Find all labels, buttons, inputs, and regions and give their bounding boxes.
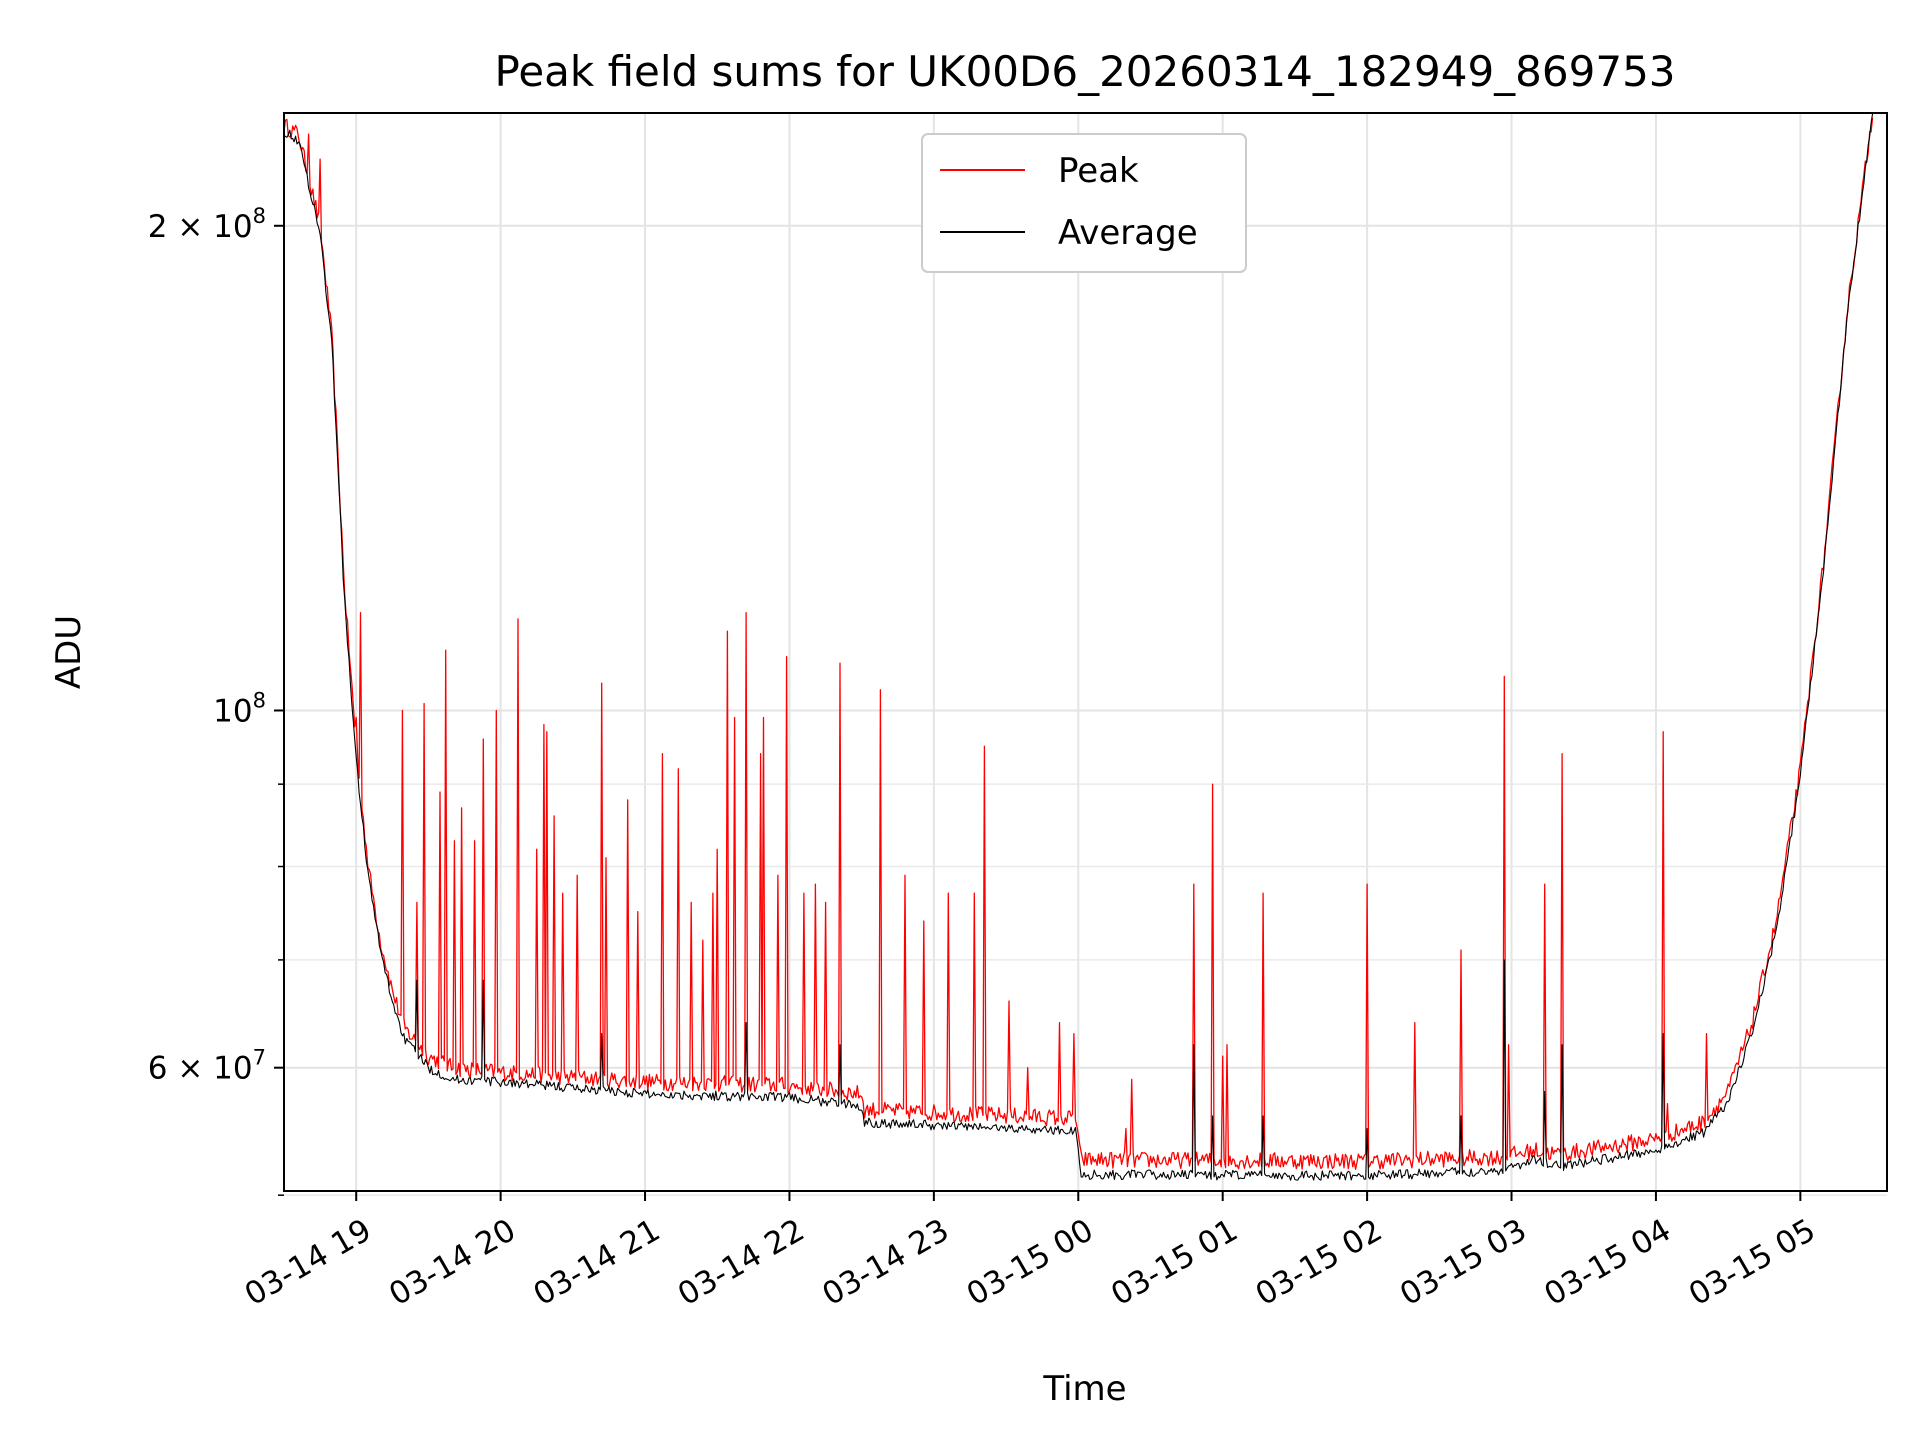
legend-label-average: Average xyxy=(1058,213,1198,253)
x-axis-label: Time xyxy=(1042,1369,1126,1409)
plot-area xyxy=(284,113,1874,1181)
plot-frame xyxy=(283,112,1888,1192)
y-tick-label: 108 xyxy=(213,688,266,729)
legend: Peak Average xyxy=(921,133,1247,273)
series-line-average xyxy=(284,113,1874,1181)
y-tick-label: 2 × 108 xyxy=(148,204,266,245)
y-tick-label: 6 × 107 xyxy=(148,1046,266,1087)
legend-label-peak: Peak xyxy=(1058,151,1139,191)
y-axis: 6 × 107 108 2 × 108 xyxy=(148,204,284,1196)
y-axis-label: ADU xyxy=(49,615,89,689)
legend-box xyxy=(921,133,1247,273)
chart-title: Peak field sums for UK00D6_20260314_1829… xyxy=(494,47,1675,96)
series-line-peak xyxy=(284,117,1874,1170)
